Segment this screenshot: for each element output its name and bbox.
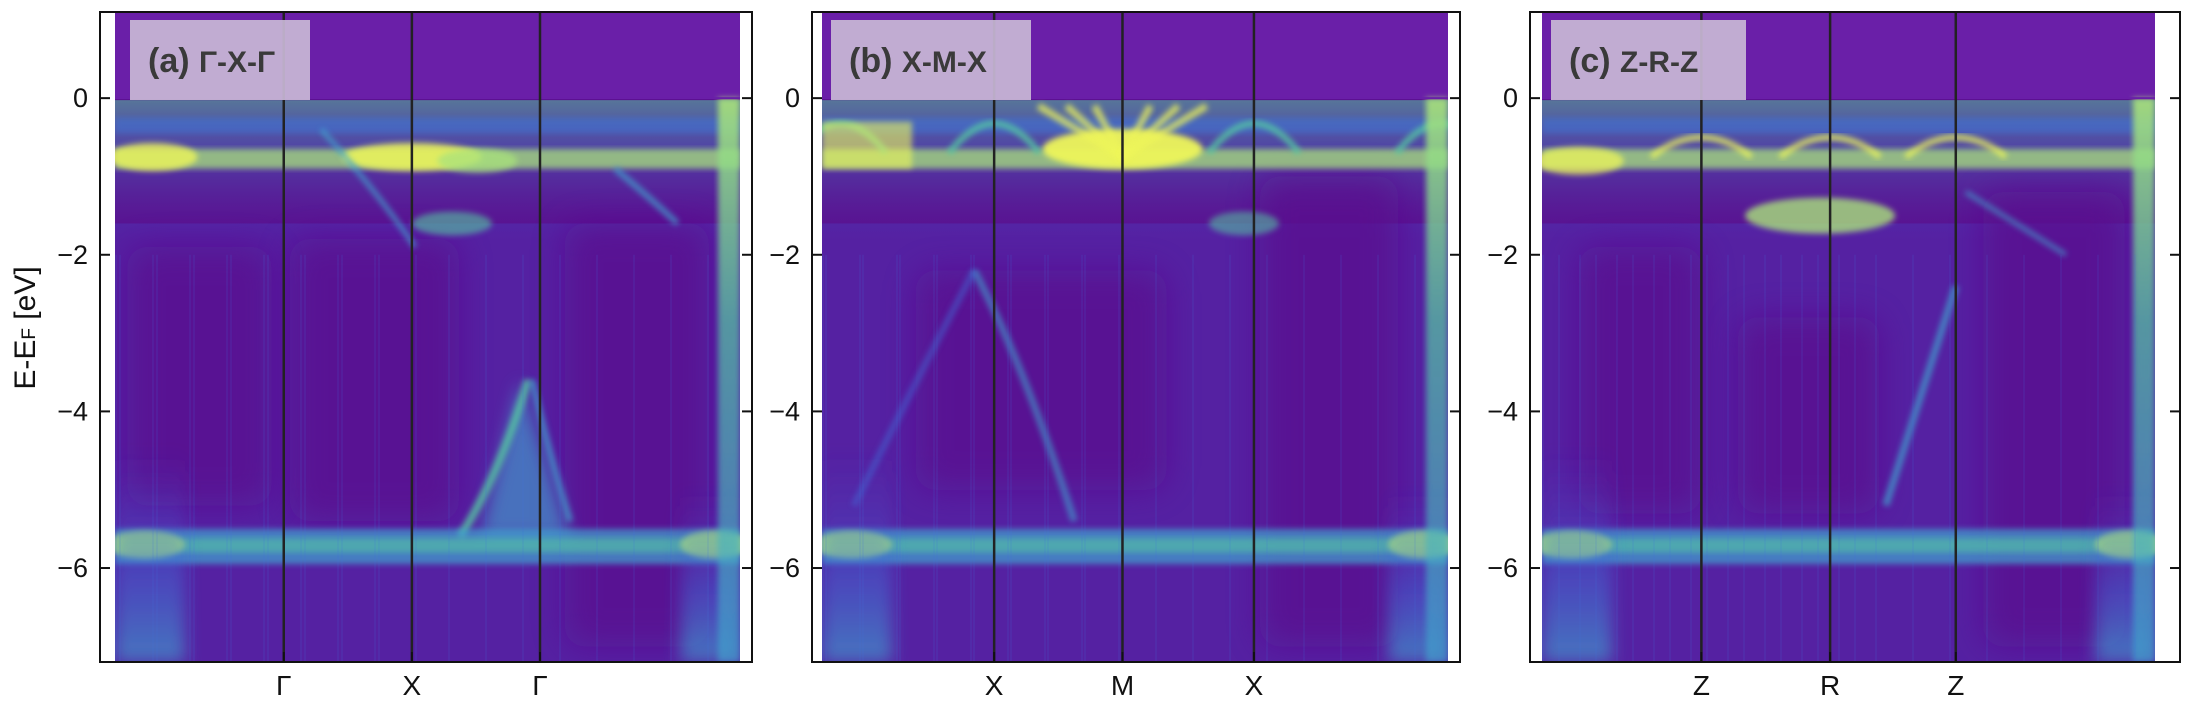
y-tick-label: −4 <box>57 396 88 426</box>
kpoint-label: Γ <box>276 670 291 701</box>
plot-margin-right <box>740 12 752 662</box>
panel-label-box <box>831 20 1031 100</box>
plot-margin-left <box>100 12 115 662</box>
panel-label: (a) Γ-X-Γ <box>148 42 275 80</box>
y-tick-label: −2 <box>769 240 800 270</box>
plot-frame <box>1529 11 2181 663</box>
y-tick-label: −4 <box>769 396 800 426</box>
panel-label: (b) X-M-X <box>849 42 987 80</box>
panel-label: (c) Z-R-Z <box>1569 42 1698 80</box>
y-tick-label: 0 <box>785 83 800 113</box>
plot-margin-right <box>2155 12 2180 662</box>
y-tick-label: −6 <box>769 553 800 583</box>
intensity-map <box>822 12 1448 662</box>
kpoint-label: X <box>1245 670 1264 701</box>
kpoint-label: Z <box>1947 670 1964 701</box>
y-tick-label: −6 <box>1487 553 1518 583</box>
y-tick-label: −2 <box>1487 240 1518 270</box>
y-tick-label: 0 <box>1503 83 1518 113</box>
y-tick-label: −4 <box>1487 396 1518 426</box>
panel-1: Γ X Γ 0 −2 −4 −6 (a) Γ-X-Γ <box>57 11 753 701</box>
intensity-map <box>1542 12 2155 662</box>
y-tick-label: −2 <box>57 240 88 270</box>
panel-2: X M X 0 −2 −4 −6 (b) X-M-X <box>769 11 1461 701</box>
kpoint-label: X <box>985 670 1004 701</box>
plot-frame <box>99 11 753 663</box>
intensity-map <box>115 12 740 662</box>
panel-label-box <box>1551 20 1746 100</box>
kpoint-label: Z <box>1693 670 1710 701</box>
plot-margin-left <box>812 12 822 662</box>
plot-margin-right <box>1448 12 1460 662</box>
kpoint-label: R <box>1820 670 1840 701</box>
plot-margin-left <box>1530 12 1542 662</box>
y-tick-label: 0 <box>73 83 88 113</box>
kpoint-label: Γ <box>532 670 547 701</box>
kpoint-label: M <box>1111 670 1134 701</box>
panel-3: Z R Z 0 −2 −4 −6 (c) Z-R-Z <box>1487 11 2181 701</box>
plot-frame <box>811 11 1461 663</box>
kpoint-label: X <box>403 670 422 701</box>
panel-label-box <box>130 20 310 100</box>
y-tick-label: −6 <box>57 553 88 583</box>
